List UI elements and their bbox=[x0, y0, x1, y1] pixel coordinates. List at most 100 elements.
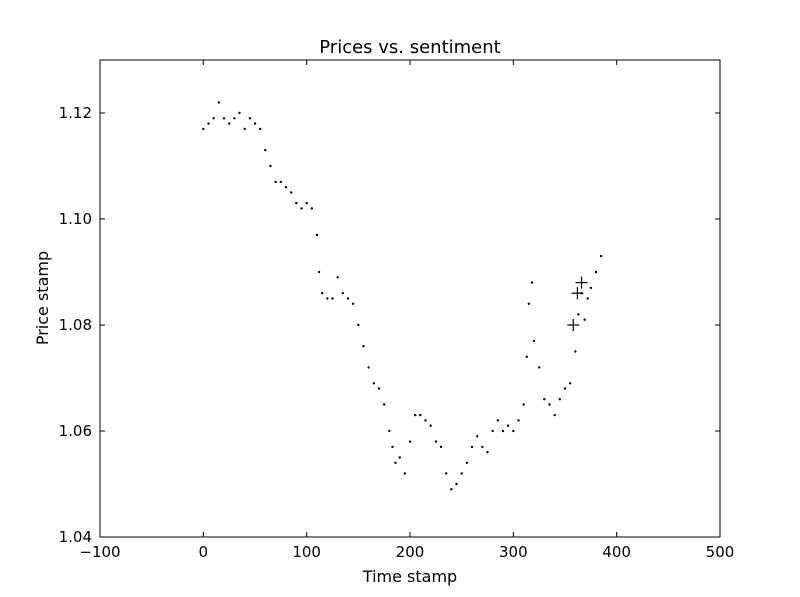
data-point bbox=[346, 297, 350, 300]
chart-title: Prices vs. sentiment bbox=[319, 37, 500, 58]
data-point bbox=[253, 122, 257, 125]
data-point bbox=[222, 117, 226, 120]
data-point bbox=[543, 398, 546, 401]
data-point bbox=[398, 456, 401, 459]
data-points bbox=[202, 101, 603, 491]
data-point bbox=[589, 286, 593, 290]
data-point bbox=[486, 451, 489, 454]
data-point bbox=[394, 461, 397, 464]
data-point bbox=[300, 207, 303, 210]
data-point bbox=[382, 403, 386, 406]
data-point bbox=[553, 413, 556, 417]
data-point bbox=[496, 419, 500, 422]
data-point bbox=[419, 413, 422, 417]
data-point bbox=[326, 297, 329, 300]
data-point bbox=[522, 403, 525, 406]
data-point-plus bbox=[575, 276, 588, 289]
data-point bbox=[439, 445, 443, 449]
x-tick-label: 100 bbox=[292, 543, 321, 561]
data-point bbox=[527, 302, 531, 305]
data-point bbox=[336, 276, 339, 279]
data-point bbox=[274, 180, 277, 184]
data-point bbox=[558, 398, 562, 401]
data-point bbox=[295, 201, 298, 205]
data-point bbox=[279, 180, 283, 184]
data-point bbox=[491, 429, 494, 433]
data-point bbox=[388, 429, 391, 433]
data-point bbox=[475, 435, 479, 438]
x-tick-label: 0 bbox=[199, 543, 209, 561]
data-point bbox=[525, 355, 528, 358]
y-tick-label: 1.04 bbox=[59, 528, 92, 546]
x-axis-ticks: −100 0 100 200 300 400 500 bbox=[79, 60, 734, 561]
data-point bbox=[583, 318, 586, 321]
data-point bbox=[403, 472, 407, 475]
data-point bbox=[408, 440, 412, 443]
data-point bbox=[372, 382, 376, 385]
data-point bbox=[444, 472, 448, 475]
data-point bbox=[530, 281, 534, 284]
data-point bbox=[315, 233, 319, 237]
data-point bbox=[212, 117, 215, 120]
data-point bbox=[413, 413, 417, 417]
x-axis-label: Time stamp bbox=[362, 567, 457, 586]
data-point bbox=[217, 101, 221, 104]
data-point bbox=[233, 117, 236, 120]
data-point bbox=[377, 387, 381, 390]
y-tick-label: 1.06 bbox=[59, 422, 92, 440]
data-point bbox=[501, 429, 505, 433]
data-point bbox=[367, 366, 370, 369]
data-point bbox=[532, 339, 536, 343]
x-tick-label: 400 bbox=[602, 543, 631, 561]
data-point bbox=[243, 127, 246, 131]
data-point bbox=[351, 302, 355, 305]
data-point bbox=[599, 254, 603, 258]
data-point-plus bbox=[567, 319, 580, 331]
data-point bbox=[264, 148, 267, 152]
data-point bbox=[577, 313, 580, 316]
y-axis-label: Price stamp bbox=[33, 251, 52, 345]
data-point bbox=[594, 270, 598, 274]
data-point bbox=[568, 382, 572, 385]
data-point bbox=[470, 445, 474, 449]
data-point bbox=[289, 191, 293, 194]
data-point bbox=[455, 482, 458, 486]
data-point bbox=[238, 111, 241, 115]
data-point bbox=[317, 270, 321, 274]
data-point bbox=[202, 127, 205, 131]
data-point bbox=[574, 350, 577, 353]
data-point bbox=[310, 207, 314, 210]
data-point bbox=[586, 297, 589, 300]
x-tick-label: 300 bbox=[499, 543, 528, 561]
data-point bbox=[481, 445, 484, 449]
data-point-plus bbox=[571, 287, 584, 300]
data-point bbox=[258, 127, 262, 131]
data-point bbox=[548, 403, 551, 406]
data-point bbox=[563, 387, 567, 390]
y-axis-ticks: 1.04 1.06 1.08 1.10 1.12 bbox=[59, 104, 720, 546]
data-point bbox=[506, 424, 510, 427]
data-point bbox=[537, 366, 541, 369]
y-tick-label: 1.10 bbox=[59, 210, 92, 228]
data-point bbox=[424, 419, 427, 422]
x-tick-label: −100 bbox=[79, 543, 120, 561]
x-tick-label: 200 bbox=[396, 543, 425, 561]
data-point bbox=[460, 472, 463, 475]
data-point bbox=[517, 419, 520, 422]
x-tick-label: 500 bbox=[706, 543, 735, 561]
data-point bbox=[284, 186, 288, 189]
data-point bbox=[391, 445, 394, 449]
data-point bbox=[248, 117, 252, 120]
data-point bbox=[434, 440, 438, 443]
data-point bbox=[320, 292, 324, 295]
data-point bbox=[341, 292, 345, 295]
data-point bbox=[512, 429, 515, 433]
data-point bbox=[450, 488, 453, 491]
data-point bbox=[429, 424, 432, 427]
data-point bbox=[331, 297, 334, 300]
data-point bbox=[269, 164, 272, 168]
y-tick-label: 1.08 bbox=[59, 316, 92, 334]
data-point bbox=[357, 323, 360, 327]
plot-area-frame bbox=[99, 59, 721, 538]
